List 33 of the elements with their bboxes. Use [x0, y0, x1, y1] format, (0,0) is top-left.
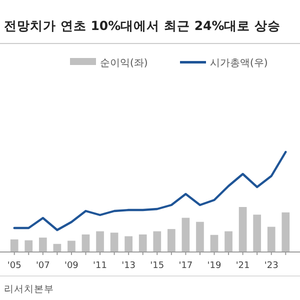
bar	[210, 234, 218, 252]
bar	[196, 222, 204, 252]
legend-label: 시가총액(우)	[210, 58, 268, 69]
x-tick-label: '07	[36, 261, 50, 271]
bar	[282, 212, 290, 252]
bar	[167, 229, 176, 252]
x-tick-label: '13	[122, 261, 136, 271]
bar	[124, 236, 133, 252]
bar	[96, 231, 104, 252]
bar	[24, 240, 33, 252]
x-tick-label: '19	[207, 261, 222, 271]
bar	[82, 234, 90, 252]
x-tick-label: '05	[7, 261, 22, 271]
bar	[38, 238, 47, 252]
x-tick-label: '23	[264, 261, 278, 271]
bar	[153, 231, 162, 252]
chart-title: 전망치가 연초 10%대에서 최근 24%대로 상승	[4, 18, 281, 33]
bar	[10, 239, 18, 252]
text: 리서치본부	[4, 284, 54, 295]
bar	[68, 240, 76, 252]
x-tick-label: '11	[93, 261, 107, 271]
bar	[138, 234, 147, 252]
bar	[110, 232, 118, 252]
bar	[238, 207, 247, 252]
legend-label: 순이익(좌)	[100, 58, 148, 69]
bar	[267, 226, 276, 252]
x-tick-label: '21	[236, 261, 250, 271]
x-tick-label: '15	[150, 261, 164, 271]
bar	[253, 214, 262, 252]
x-tick-label: '17	[178, 261, 193, 271]
bar	[182, 218, 190, 252]
x-tick-label: '09	[64, 261, 79, 271]
bar	[224, 231, 232, 252]
